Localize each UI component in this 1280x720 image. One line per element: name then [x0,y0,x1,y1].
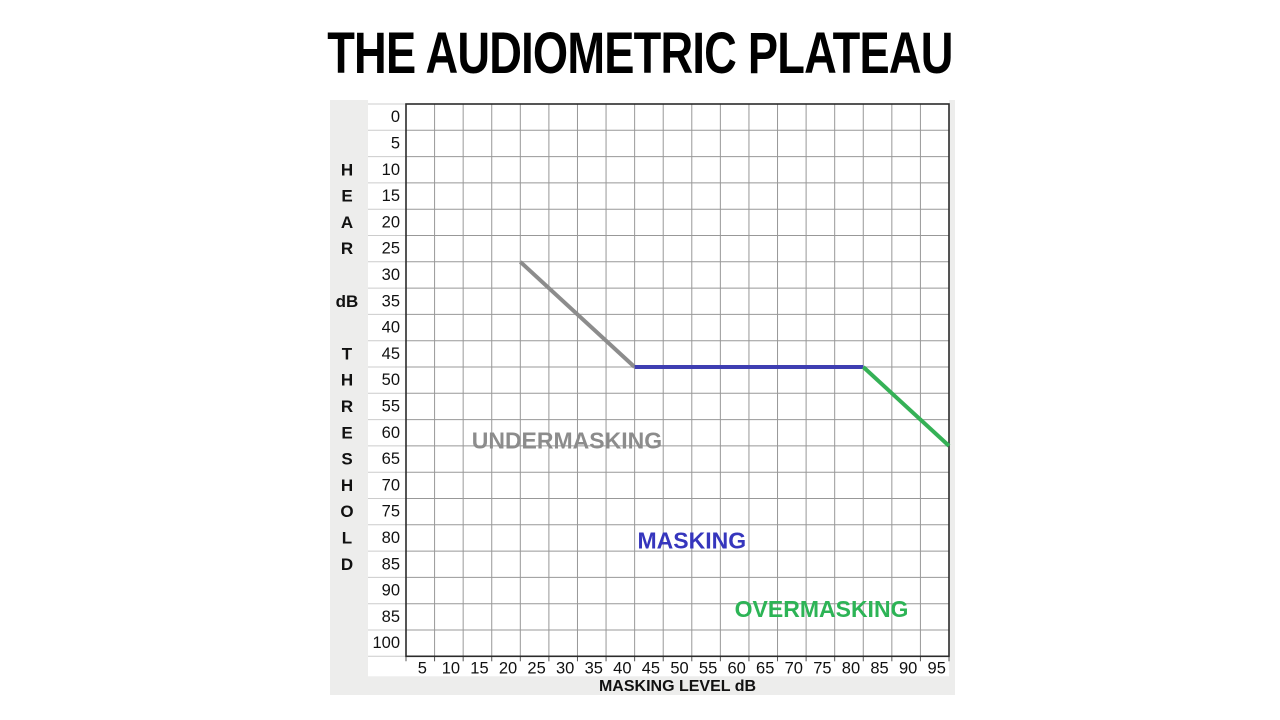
y-axis-tick-label: 55 [382,397,400,415]
y-axis-tick-label: 85 [382,608,400,626]
y-axis-title-letter: T [342,344,353,363]
y-axis-title-letter: O [340,502,353,521]
x-axis-tick-label: 70 [785,659,803,677]
region-label-undermasking: UNDERMASKING [472,428,662,454]
x-axis-tick-label: 30 [556,659,574,677]
y-axis-tick-label: 5 [391,134,400,152]
x-axis-tick-label: 55 [699,659,717,677]
x-axis-tick-label: 95 [928,659,946,677]
y-axis-title-letter: L [342,528,352,547]
x-axis-tick-label: 60 [727,659,745,677]
y-axis-title-letter: S [341,450,352,469]
x-axis-tick-label: 65 [756,659,774,677]
y-axis-tick-label: 70 [382,476,400,494]
y-axis-tick-label: 80 [382,529,400,547]
y-axis-tick-label: 50 [382,371,400,389]
region-label-overmasking: OVERMASKING [735,596,909,622]
y-axis-tick-label: 90 [382,582,400,600]
y-axis-tick-label: 45 [382,345,400,363]
y-axis-title-letter: E [341,187,352,206]
y-axis-title-letter: A [341,213,353,232]
y-axis-title-letter: E [341,423,352,442]
x-axis-tick-label: 10 [442,659,460,677]
y-axis-tick-label: 35 [382,292,400,310]
x-axis-tick-label: 90 [899,659,917,677]
x-axis-tick-label: 85 [870,659,888,677]
axes-background [368,100,950,677]
y-axis-title-letter: H [341,476,353,495]
x-axis-tick-label: 50 [670,659,688,677]
y-axis-tick-label: 65 [382,450,400,468]
y-axis-title-letter: dB [336,292,359,311]
y-axis-title-letter: R [341,397,353,416]
slide-title-text: THE AUDIOMETRIC PLATEAU [327,21,953,86]
x-axis-tick-label: 15 [470,659,488,677]
y-axis-tick-label: 10 [382,161,400,179]
y-axis-tick-label: 20 [382,213,400,231]
x-axis-title: MASKING LEVEL dB [599,678,756,695]
y-axis-tick-label: 85 [382,555,400,573]
audiometric-plateau-chart: 0 5 10 15 20 25 30 35 40 45 50 55 60 65 70 75 80 85 90 85 10… [330,100,955,695]
y-axis-title-letter: H [341,371,353,390]
y-axis-tick-label: 15 [382,187,400,205]
y-axis-tick-label: 30 [382,266,400,284]
slide-title: THE AUDIOMETRIC PLATEAU [0,20,1280,87]
y-axis-tick-label: 25 [382,240,400,258]
y-axis-title-letter: D [341,555,353,574]
y-axis-tick-label: 100 [372,634,400,652]
series-line-overmasking [861,365,951,448]
grid-border [405,103,950,658]
x-axis-tick-label: 75 [813,659,831,677]
x-axis-tick-label: 5 [418,659,427,677]
x-axis-tick-label: 80 [842,659,860,677]
x-axis-tick-label: 20 [499,659,517,677]
y-axis-tick-label: 75 [382,503,400,521]
y-axis-tick-label: 0 [391,108,400,126]
y-axis-title-letter: H [341,160,353,179]
x-axis-tick-label: 40 [613,659,631,677]
y-axis-tick-label: 60 [382,424,400,442]
x-axis-tick-label: 35 [585,659,603,677]
series-line-undermasking [518,260,636,369]
y-axis-title-letter: R [341,239,353,258]
region-label-masking: MASKING [637,528,746,554]
x-axis-tick-label: 45 [642,659,660,677]
x-axis-tick-label: 25 [527,659,545,677]
y-axis-tick-label: 40 [382,319,400,337]
